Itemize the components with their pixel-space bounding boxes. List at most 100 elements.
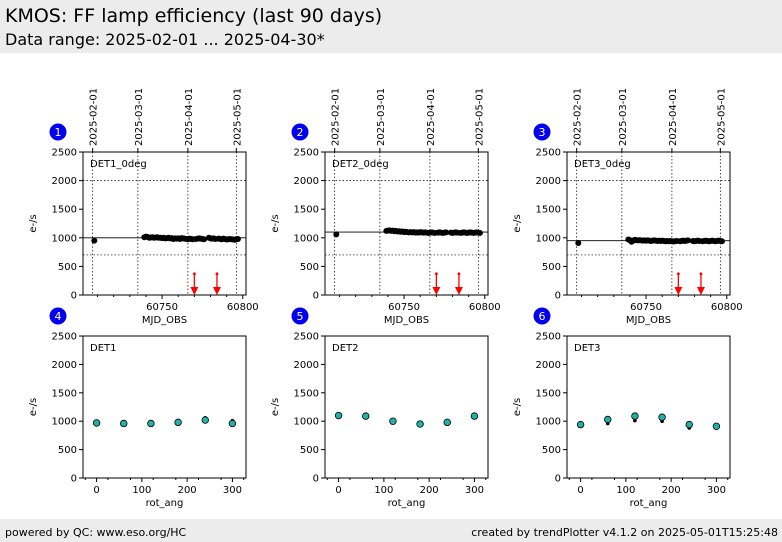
footer-bar (0, 519, 782, 542)
y-tick-label: 1500 (294, 205, 319, 216)
y-tick-label: 500 (58, 445, 77, 456)
y-tick-label: 2000 (52, 360, 77, 371)
data-point (575, 239, 582, 246)
highlighted-point (362, 412, 370, 420)
panel-label: DET1_0deg (90, 159, 147, 170)
plot-badge (533, 123, 551, 141)
plot-badge-number: 6 (539, 310, 546, 323)
plot-badge-number: 3 (539, 126, 546, 139)
date-tick-label: 2025-02-01 (573, 88, 584, 146)
x-axis-label: rot_ang (388, 498, 426, 509)
x-tick-label: 60800 (711, 302, 743, 313)
highlighted-point (201, 416, 209, 424)
highlighted-point (389, 417, 397, 425)
y-tick-label: 1500 (536, 205, 561, 216)
outlier-arrow-tail (434, 272, 438, 276)
y-tick-label: 1000 (294, 233, 319, 244)
data-point (234, 235, 241, 242)
highlighted-point (147, 419, 155, 428)
y-tick-label: 0 (555, 474, 561, 485)
x-tick-label: 100 (374, 485, 393, 496)
y-tick-label: 500 (542, 445, 561, 456)
y-tick-label: 500 (300, 262, 319, 273)
panel-label: DET3_0deg (574, 159, 631, 170)
x-tick-label: 300 (465, 485, 484, 496)
highlighted-point (576, 420, 585, 429)
y-tick-label: 2500 (536, 332, 561, 343)
y-tick-label: 2500 (52, 332, 77, 343)
date-tick-label: 2025-05-01 (474, 88, 485, 146)
highlighted-point (228, 419, 237, 428)
y-tick-label: 1000 (52, 417, 77, 428)
x-axis-label: rot_ang (630, 498, 668, 509)
date-tick-label: 2025-05-01 (716, 88, 727, 146)
footer-timestamp: created by trendPlotter v4.1.2 on 2025-0… (471, 526, 778, 539)
plot-badge (49, 123, 67, 141)
highlighted-point (120, 419, 128, 428)
y-tick-label: 500 (58, 262, 77, 273)
x-axis-label: MJD_OBS (142, 315, 187, 326)
plot-badge-number: 1 (55, 126, 62, 139)
y-tick-label: 2500 (536, 148, 561, 159)
data-point (685, 237, 692, 244)
x-tick-label: 100 (616, 485, 635, 496)
date-tick-label: 2025-03-01 (618, 88, 629, 146)
panel-label: DET1 (90, 343, 117, 354)
highlighted-point (174, 418, 182, 427)
plot-frame (566, 151, 731, 296)
x-tick-label: 100 (132, 485, 151, 496)
y-tick-label: 1500 (536, 388, 561, 399)
outlier-arrow-tail (192, 272, 196, 276)
y-tick-label: 2500 (294, 332, 319, 343)
outlier-arrow-head (696, 287, 705, 295)
outlier-arrow-tail (699, 272, 703, 276)
y-tick-label: 2000 (294, 360, 319, 371)
y-tick-label: 0 (71, 291, 77, 302)
x-tick-label: 60800 (227, 302, 259, 313)
y-tick-label: 0 (71, 474, 77, 485)
outlier-arrow-tail (457, 272, 461, 276)
y-axis-label: e-/s (28, 398, 39, 416)
panel-label: DET3 (574, 343, 601, 354)
x-tick-label: 0 (577, 485, 583, 496)
x-tick-label: 300 (707, 485, 726, 496)
x-tick-label: 60750 (388, 302, 420, 313)
outlier-arrow-tail (215, 272, 219, 276)
date-tick-label: 2025-03-01 (376, 88, 387, 146)
y-tick-label: 2000 (52, 176, 77, 187)
plot-frame (82, 335, 247, 479)
plot-badge-number: 4 (55, 310, 62, 323)
outlier-arrow-head (212, 287, 221, 295)
data-point (718, 238, 725, 245)
date-tick-label: 2025-03-01 (134, 88, 145, 146)
header-bar (0, 0, 782, 53)
x-tick-label: 0 (93, 485, 99, 496)
y-tick-label: 0 (313, 474, 319, 485)
x-tick-label: 200 (178, 485, 197, 496)
x-tick-label: 300 (223, 485, 242, 496)
outlier-arrow-head (190, 287, 199, 295)
y-axis-label: e-/s (28, 214, 39, 232)
y-tick-label: 500 (542, 262, 561, 273)
outlier-arrow-head (432, 287, 441, 295)
x-tick-label: 200 (662, 485, 681, 496)
plot-badge (49, 307, 67, 325)
date-tick-label: 2025-05-01 (232, 88, 243, 146)
y-tick-label: 1000 (536, 233, 561, 244)
data-point (201, 236, 208, 243)
highlighted-point (712, 422, 721, 431)
highlighted-point (416, 420, 424, 428)
plot-badge (533, 307, 551, 325)
data-point (476, 229, 483, 236)
outlier-arrow-head (454, 287, 463, 295)
y-tick-label: 0 (313, 291, 319, 302)
plot-badge-number: 5 (297, 310, 304, 323)
data-point (633, 418, 637, 423)
x-tick-label: 200 (420, 485, 439, 496)
highlighted-point (604, 415, 612, 424)
date-tick-label: 2025-04-01 (426, 88, 437, 146)
y-axis-label: e-/s (512, 214, 523, 232)
panel-label: DET2_0deg (332, 159, 389, 170)
x-tick-label: 0 (335, 485, 341, 496)
y-axis-label: e-/s (270, 398, 281, 416)
